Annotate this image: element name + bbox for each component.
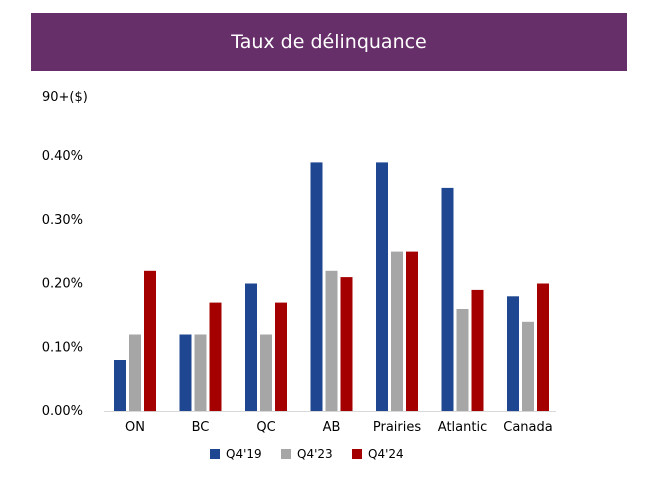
chart-title: Taux de délinquance [231, 31, 427, 53]
bar [391, 251, 403, 411]
bar [310, 162, 323, 411]
y-tick-label: 0.00% [42, 404, 83, 419]
bar [194, 334, 207, 411]
bar [325, 270, 338, 412]
legend-swatch [281, 449, 291, 459]
legend-label: Q4'23 [297, 447, 333, 461]
x-tick-label: Prairies [373, 420, 421, 435]
y-axis: 0.00% 0.10% 0.20% 0.30% 0.40% [42, 149, 83, 419]
y-tick-label: 0.40% [42, 149, 83, 164]
legend-swatch [210, 449, 220, 459]
bar [209, 302, 222, 411]
legend-label: Q4'19 [226, 447, 262, 461]
x-tick-label: QC [256, 420, 275, 435]
chart-subtitle: 90+($) [42, 90, 88, 105]
legend-swatch [352, 449, 362, 459]
x-tick-label: AB [323, 420, 341, 435]
bar [129, 334, 141, 411]
legend: Q4'19 Q4'23 Q4'24 [210, 447, 404, 461]
bar [406, 251, 418, 411]
x-tick-label: Atlantic [438, 420, 487, 435]
x-tick-label: ON [125, 420, 145, 435]
y-tick-label: 0.20% [42, 277, 83, 292]
x-axis: ON BC QC AB Prairies Atlantic Canada [125, 420, 553, 435]
bar [456, 309, 469, 411]
bar [441, 187, 454, 411]
x-tick-label: Canada [503, 420, 552, 435]
x-tick-label: BC [192, 420, 210, 435]
bar [471, 289, 484, 411]
bar [507, 296, 519, 412]
bar [245, 283, 257, 411]
bar [144, 270, 156, 412]
bar [340, 277, 353, 411]
bar-area [114, 162, 549, 412]
bar [275, 302, 287, 411]
legend-label: Q4'24 [368, 447, 404, 461]
bar [522, 321, 534, 412]
bar [179, 334, 192, 411]
bar [376, 162, 388, 411]
bar [260, 334, 272, 411]
y-tick-label: 0.30% [42, 213, 83, 228]
y-tick-label: 0.10% [42, 340, 83, 355]
bar [537, 283, 549, 411]
chart-title-banner: Taux de délinquance [31, 13, 627, 71]
bar [114, 360, 126, 411]
